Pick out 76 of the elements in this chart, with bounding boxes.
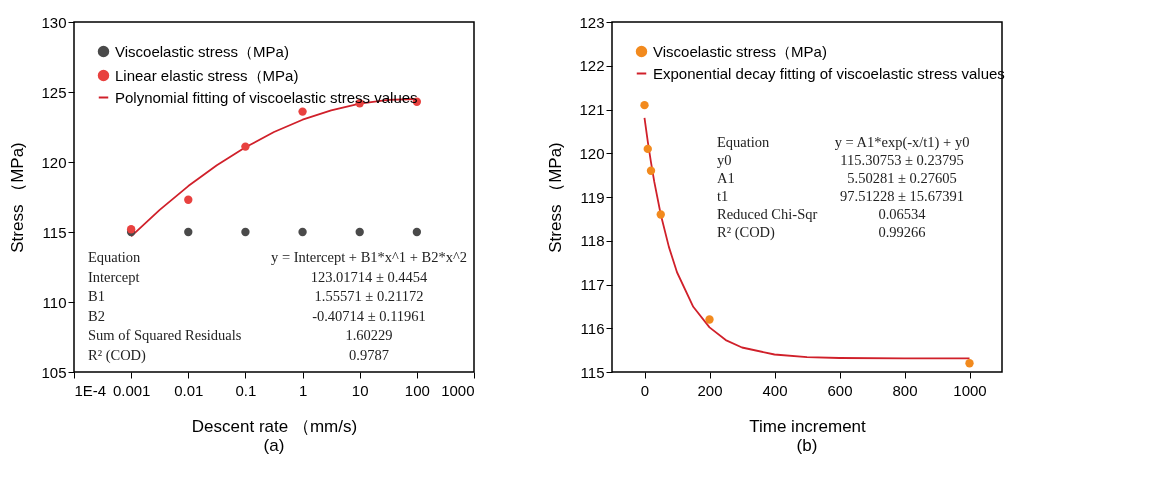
point bbox=[241, 142, 250, 151]
annotation: Equation bbox=[717, 134, 771, 150]
annotation: 5.50281 ± 0.27605 bbox=[847, 170, 957, 186]
x-tick-label: 800 bbox=[892, 381, 918, 399]
x-tick-label: 0.01 bbox=[174, 381, 204, 399]
point bbox=[298, 227, 307, 237]
y-tick-label: 130 bbox=[41, 13, 67, 31]
x-tick-label: 200 bbox=[697, 381, 723, 399]
y-tick-label: 115 bbox=[42, 223, 67, 241]
x-tick-label: 0.001 bbox=[112, 381, 151, 399]
x-tick-label: 0.1 bbox=[235, 381, 257, 399]
y-axis-title: Stress （MPa) bbox=[8, 142, 28, 253]
annotation: 1.60229 bbox=[345, 327, 393, 343]
annotation: y0 bbox=[717, 152, 732, 168]
y-tick-label: 122 bbox=[579, 57, 605, 75]
annotation: 97.51228 ± 15.67391 bbox=[840, 188, 964, 204]
point bbox=[656, 210, 665, 219]
annotation: B1 bbox=[88, 288, 105, 304]
annotation: 0.99266 bbox=[878, 224, 926, 240]
x-tick-label: 10 bbox=[351, 381, 369, 399]
x-tick-label: 0 bbox=[640, 381, 650, 399]
annotation: R² (COD) bbox=[717, 224, 776, 241]
x-axis-title: Time increment bbox=[749, 416, 867, 436]
annotation: Equation bbox=[88, 249, 142, 265]
y-tick-label: 110 bbox=[42, 293, 67, 311]
annotation: 0.9787 bbox=[349, 346, 389, 363]
annotation: Reduced Chi-Sqr bbox=[717, 206, 818, 222]
y-tick-label: 119 bbox=[580, 188, 605, 206]
annotation: -0.40714 ± 0.11961 bbox=[312, 307, 426, 324]
y-tick-label: 115 bbox=[580, 363, 605, 381]
y-tick-label: 123 bbox=[579, 13, 605, 31]
annotation: 1.55571 ± 0.21172 bbox=[314, 288, 424, 304]
point bbox=[412, 227, 422, 237]
x-tick-label: 1000 bbox=[953, 381, 987, 399]
point bbox=[705, 315, 714, 324]
annotation: Sum of Squared Residuals bbox=[88, 327, 242, 343]
y-tick-label: 118 bbox=[580, 232, 605, 250]
annotation: B2 bbox=[88, 307, 105, 324]
legend-label: Viscoelastic stress（MPa) bbox=[653, 42, 827, 60]
point bbox=[184, 227, 193, 237]
annotation: 0.06534 bbox=[878, 206, 927, 222]
point bbox=[640, 100, 649, 110]
annotation: 123.01714 ± 0.4454 bbox=[310, 268, 429, 285]
x-tick-label: 600 bbox=[827, 381, 853, 399]
text: (b) bbox=[796, 436, 818, 455]
x-tick-label: 1E-4 bbox=[74, 381, 107, 399]
annotation: A1 bbox=[717, 170, 735, 186]
x-tick-label: 1000 bbox=[441, 381, 475, 399]
point bbox=[184, 195, 193, 204]
annotation: t1 bbox=[717, 188, 729, 204]
x-tick-label: 400 bbox=[762, 381, 788, 399]
y-tick-label: 105 bbox=[41, 363, 67, 381]
y-tick-label: 125 bbox=[41, 83, 67, 101]
legend-label: Linear elastic stress（MPa) bbox=[115, 66, 299, 84]
y-tick-label: 117 bbox=[580, 276, 605, 293]
x-axis-title: Descent rate （mm/s) bbox=[191, 416, 358, 436]
y-tick-label: 120 bbox=[41, 153, 67, 171]
x-tick-label: 1 bbox=[298, 381, 308, 399]
annotation: y = A1*exp(-x/t1) + y0 bbox=[834, 134, 970, 151]
y-tick-label: 121 bbox=[579, 101, 605, 118]
annotation: y = Intercept + B1*x^1 + B2*x^2 bbox=[270, 249, 468, 265]
x-tick-label: 100 bbox=[404, 381, 430, 399]
annotation: Intercept bbox=[88, 268, 140, 285]
legend-label: Viscoelastic stress（MPa) bbox=[115, 42, 289, 60]
y-tick-label: 116 bbox=[580, 319, 605, 337]
point bbox=[965, 359, 974, 368]
point bbox=[298, 107, 307, 116]
y-axis-title: Stress （MPa) bbox=[546, 142, 566, 253]
text: (a) bbox=[263, 436, 285, 455]
annotation: R² (COD) bbox=[88, 346, 147, 364]
point bbox=[646, 166, 656, 175]
point bbox=[643, 144, 652, 154]
annotation: 115.30753 ± 0.23795 bbox=[840, 152, 964, 168]
y-tick-label: 120 bbox=[579, 144, 605, 162]
point bbox=[355, 227, 364, 237]
point bbox=[241, 227, 250, 237]
